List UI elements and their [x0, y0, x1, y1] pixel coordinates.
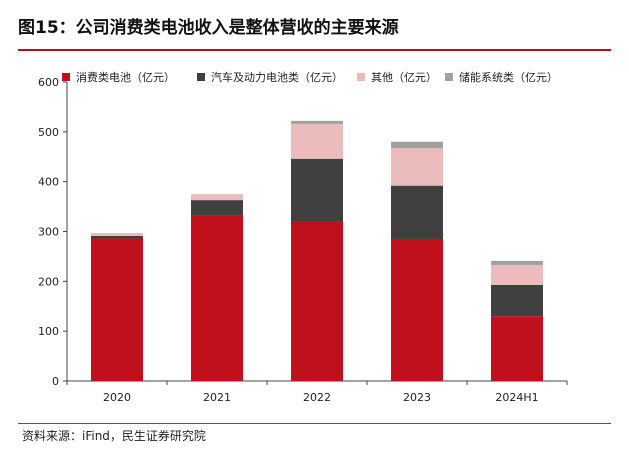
legend-swatch-3 — [357, 73, 365, 81]
bar-segment-4-2023 — [391, 141, 443, 149]
bar-segment-2-2023 — [391, 185, 443, 239]
bar-segment-2-2021 — [191, 200, 243, 216]
x-tick-label: 2021 — [203, 391, 231, 404]
y-tick-label: 600 — [38, 76, 59, 89]
legend-swatch-4 — [445, 73, 453, 81]
bar-segment-1-2021 — [191, 215, 243, 381]
y-tick-label: 400 — [38, 176, 59, 189]
y-tick-label: 200 — [38, 275, 59, 288]
bar-segment-1-2022 — [291, 221, 343, 381]
bar-segment-3-2023 — [391, 148, 443, 186]
source-note: 资料来源：iFind，民生证券研究院 — [22, 429, 206, 443]
x-tick-label: 2020 — [103, 391, 131, 404]
legend-label-3: 其他（亿元） — [371, 71, 437, 84]
bar-segment-2-2020 — [91, 235, 143, 239]
legend-swatch-1 — [62, 73, 70, 81]
bar-segment-3-2024H1 — [491, 264, 543, 285]
bar-segment-3-2020 — [91, 232, 143, 236]
x-tick-label: 2023 — [403, 391, 431, 404]
title-divider — [18, 49, 611, 51]
legend-label-4: 储能系统类（亿元） — [459, 70, 558, 84]
y-tick-label: 100 — [38, 325, 59, 338]
y-tick-label: 300 — [38, 226, 59, 239]
bar-segment-1-2020 — [91, 238, 143, 381]
bar-segment-4-2024H1 — [491, 260, 543, 265]
bar-segment-3-2021 — [191, 194, 243, 201]
legend-swatch-2 — [197, 73, 205, 81]
legend-label-2: 汽车及动力电池类（亿元） — [211, 70, 343, 84]
x-tick-label: 2022 — [303, 391, 331, 404]
y-tick-label: 0 — [52, 375, 59, 388]
y-tick-label: 500 — [38, 126, 59, 139]
figure-title: 图15：公司消费类电池收入是整体营收的主要来源 — [18, 18, 399, 38]
bar-segment-1-2024H1 — [491, 316, 543, 381]
bar-segment-2-2024H1 — [491, 284, 543, 317]
legend-label-1: 消费类电池（亿元） — [76, 70, 175, 84]
bar-segment-3-2022 — [291, 123, 343, 159]
bar-segment-2-2022 — [291, 158, 343, 222]
x-tick-label: 2024H1 — [495, 391, 538, 404]
bar-segment-1-2023 — [391, 238, 443, 381]
bar-segment-4-2022 — [291, 120, 343, 124]
source-divider — [18, 423, 611, 424]
